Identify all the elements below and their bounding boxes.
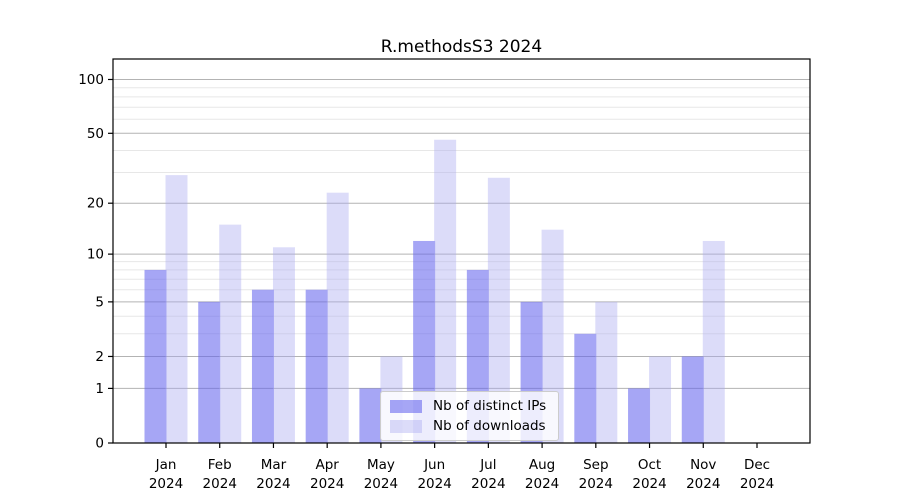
chart-title: R.methodsS3 2024 <box>380 37 543 57</box>
bar-nb-of-distinct-ips-jan <box>144 269 167 443</box>
x-axis-tick-label-month: Dec <box>744 457 770 473</box>
x-axis-tick-label-year: 2024 <box>149 476 183 492</box>
legend-label-distinct-ips: Nb of distinct IPs <box>433 398 547 414</box>
x-axis-tick-label-year: 2024 <box>364 476 398 492</box>
bar-nb-of-downloads-mar <box>272 247 295 443</box>
bar-nb-of-downloads-jul <box>487 177 510 444</box>
y-axis-tick-label: 0 <box>95 436 104 452</box>
bar-nb-of-downloads-feb <box>219 224 242 443</box>
bar-nb-of-downloads-nov <box>702 240 725 443</box>
bar-nb-of-downloads-jan <box>165 175 188 443</box>
y-axis-tick-label: 20 <box>87 196 104 212</box>
legend: Nb of distinct IPs Nb of downloads <box>380 391 560 441</box>
bar-nb-of-downloads-jun <box>434 139 457 443</box>
x-axis-tick-label-month: Oct <box>638 457 661 473</box>
x-axis-tick-label-month: Mar <box>261 457 287 473</box>
bar-nb-of-downloads-oct <box>649 356 672 443</box>
x-axis-tick-label-month: Nov <box>690 457 716 473</box>
x-axis-tick-label-year: 2024 <box>525 476 559 492</box>
x-axis-tick-label-year: 2024 <box>203 476 237 492</box>
x-axis-tick-label-month: May <box>367 457 395 473</box>
bar-nb-of-distinct-ips-nov <box>681 356 704 443</box>
bar-nb-of-distinct-ips-apr <box>305 289 328 443</box>
x-axis-tick-label-month: Jan <box>155 457 177 473</box>
bar-nb-of-distinct-ips-oct <box>628 388 651 443</box>
x-axis-tick-label-year: 2024 <box>417 476 451 492</box>
bar-nb-of-distinct-ips-may <box>359 388 382 443</box>
y-axis-tick-label: 50 <box>87 126 104 142</box>
y-axis-tick-label: 5 <box>95 294 104 310</box>
bar-nb-of-distinct-ips-mar <box>251 289 274 443</box>
x-axis-tick-label-month: Aug <box>529 457 555 473</box>
x-axis-tick-label-year: 2024 <box>310 476 344 492</box>
x-axis-tick-label-month: Jul <box>479 457 496 473</box>
x-axis-tick-label-year: 2024 <box>579 476 613 492</box>
x-axis-tick-label-month: Jun <box>423 457 445 473</box>
y-axis-tick-label: 2 <box>95 349 104 365</box>
x-axis-tick-label-year: 2024 <box>632 476 666 492</box>
bar-nb-of-downloads-sep <box>595 301 618 443</box>
x-axis-tick-label-month: Sep <box>583 457 608 473</box>
x-axis-tick-label-year: 2024 <box>471 476 505 492</box>
x-axis-tick-label-year: 2024 <box>740 476 774 492</box>
bar-nb-of-distinct-ips-feb <box>198 301 221 443</box>
bar-nb-of-downloads-apr <box>326 192 349 443</box>
legend-swatch-downloads <box>390 419 422 433</box>
bar-nb-of-distinct-ips-sep <box>574 333 597 443</box>
plot-frame <box>112 58 811 444</box>
legend-swatch-distinct-ips <box>390 399 422 413</box>
legend-item-downloads: Nb of downloads <box>390 418 546 434</box>
x-axis-tick-label-month: Apr <box>316 457 340 473</box>
legend-item-distinct-ips: Nb of distinct IPs <box>390 398 546 414</box>
y-axis-tick-label: 1 <box>95 381 104 397</box>
x-axis-tick-label-month: Feb <box>208 457 232 473</box>
x-axis-tick-label-year: 2024 <box>256 476 290 492</box>
legend-label-downloads: Nb of downloads <box>433 418 546 434</box>
bar-nb-of-downloads-aug <box>541 229 564 443</box>
x-axis-tick-label-year: 2024 <box>686 476 720 492</box>
y-axis-tick-label: 100 <box>78 72 104 88</box>
y-axis-tick-label: 10 <box>87 247 104 263</box>
